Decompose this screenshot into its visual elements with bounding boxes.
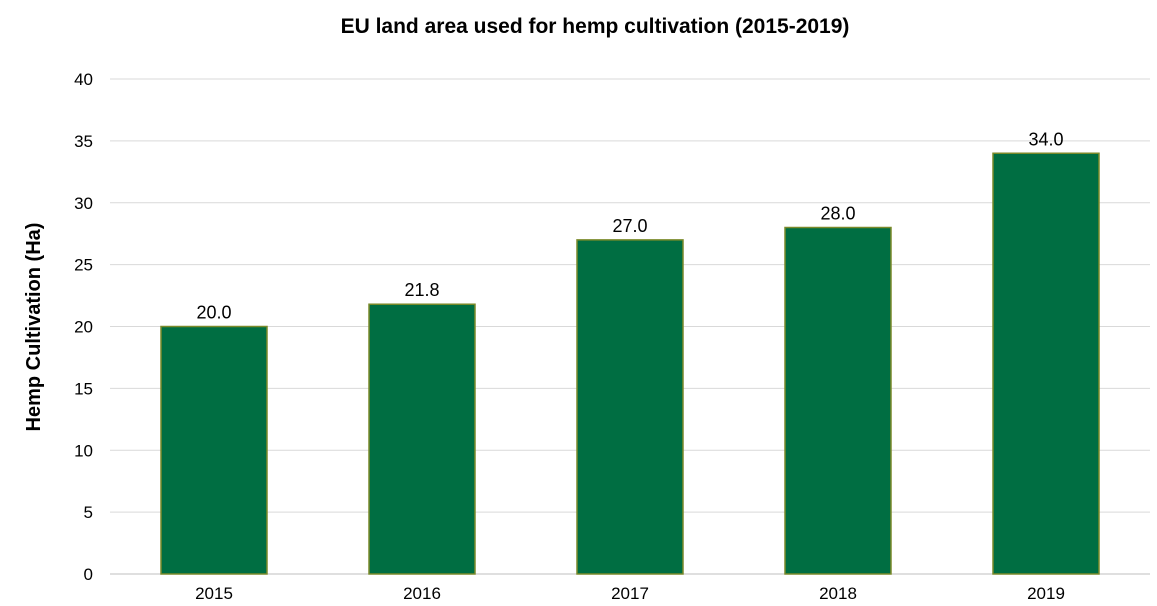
- data-labels: 20.0 21.8 27.0 28.0 34.0: [196, 129, 1063, 322]
- y-tick-label: 30: [74, 194, 93, 213]
- data-label-2016: 21.8: [404, 280, 439, 300]
- x-tick-label: 2015: [195, 584, 233, 603]
- y-tick-label: 5: [84, 503, 93, 522]
- x-tick-label: 2018: [819, 584, 857, 603]
- data-label-2015: 20.0: [196, 303, 231, 323]
- y-axis-label: Hemp Cultivation (Ha): [23, 223, 45, 432]
- y-tick-label: 35: [74, 132, 93, 151]
- x-tick-label: 2017: [611, 584, 649, 603]
- bar-2017: [576, 239, 684, 575]
- x-tick-label: 2019: [1027, 584, 1065, 603]
- data-label-2019: 34.0: [1028, 129, 1063, 149]
- bar-2015: [160, 325, 268, 575]
- y-tick-label: 40: [74, 70, 93, 89]
- y-tick-label: 15: [74, 379, 93, 398]
- x-tick-label: 2016: [403, 584, 441, 603]
- x-tick-labels: 2015 2016 2017 2018 2019: [195, 584, 1065, 603]
- bar-2016: [368, 303, 476, 575]
- bar-2019: [992, 152, 1100, 575]
- bars: [160, 152, 1100, 575]
- data-label-2018: 28.0: [820, 204, 855, 224]
- y-tick-label: 20: [74, 318, 93, 337]
- y-tick-label: 10: [74, 441, 93, 460]
- y-tick-label: 25: [74, 256, 93, 275]
- bar-2018: [784, 226, 892, 575]
- chart-title: EU land area used for hemp cultivation (…: [341, 15, 850, 38]
- data-label-2017: 27.0: [612, 216, 647, 236]
- y-tick-label: 0: [84, 565, 93, 584]
- y-tick-labels: 0 5 10 15 20 25 30 35 40: [74, 70, 93, 584]
